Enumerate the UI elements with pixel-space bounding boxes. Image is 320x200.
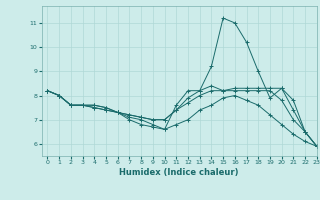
X-axis label: Humidex (Indice chaleur): Humidex (Indice chaleur) — [119, 168, 239, 177]
